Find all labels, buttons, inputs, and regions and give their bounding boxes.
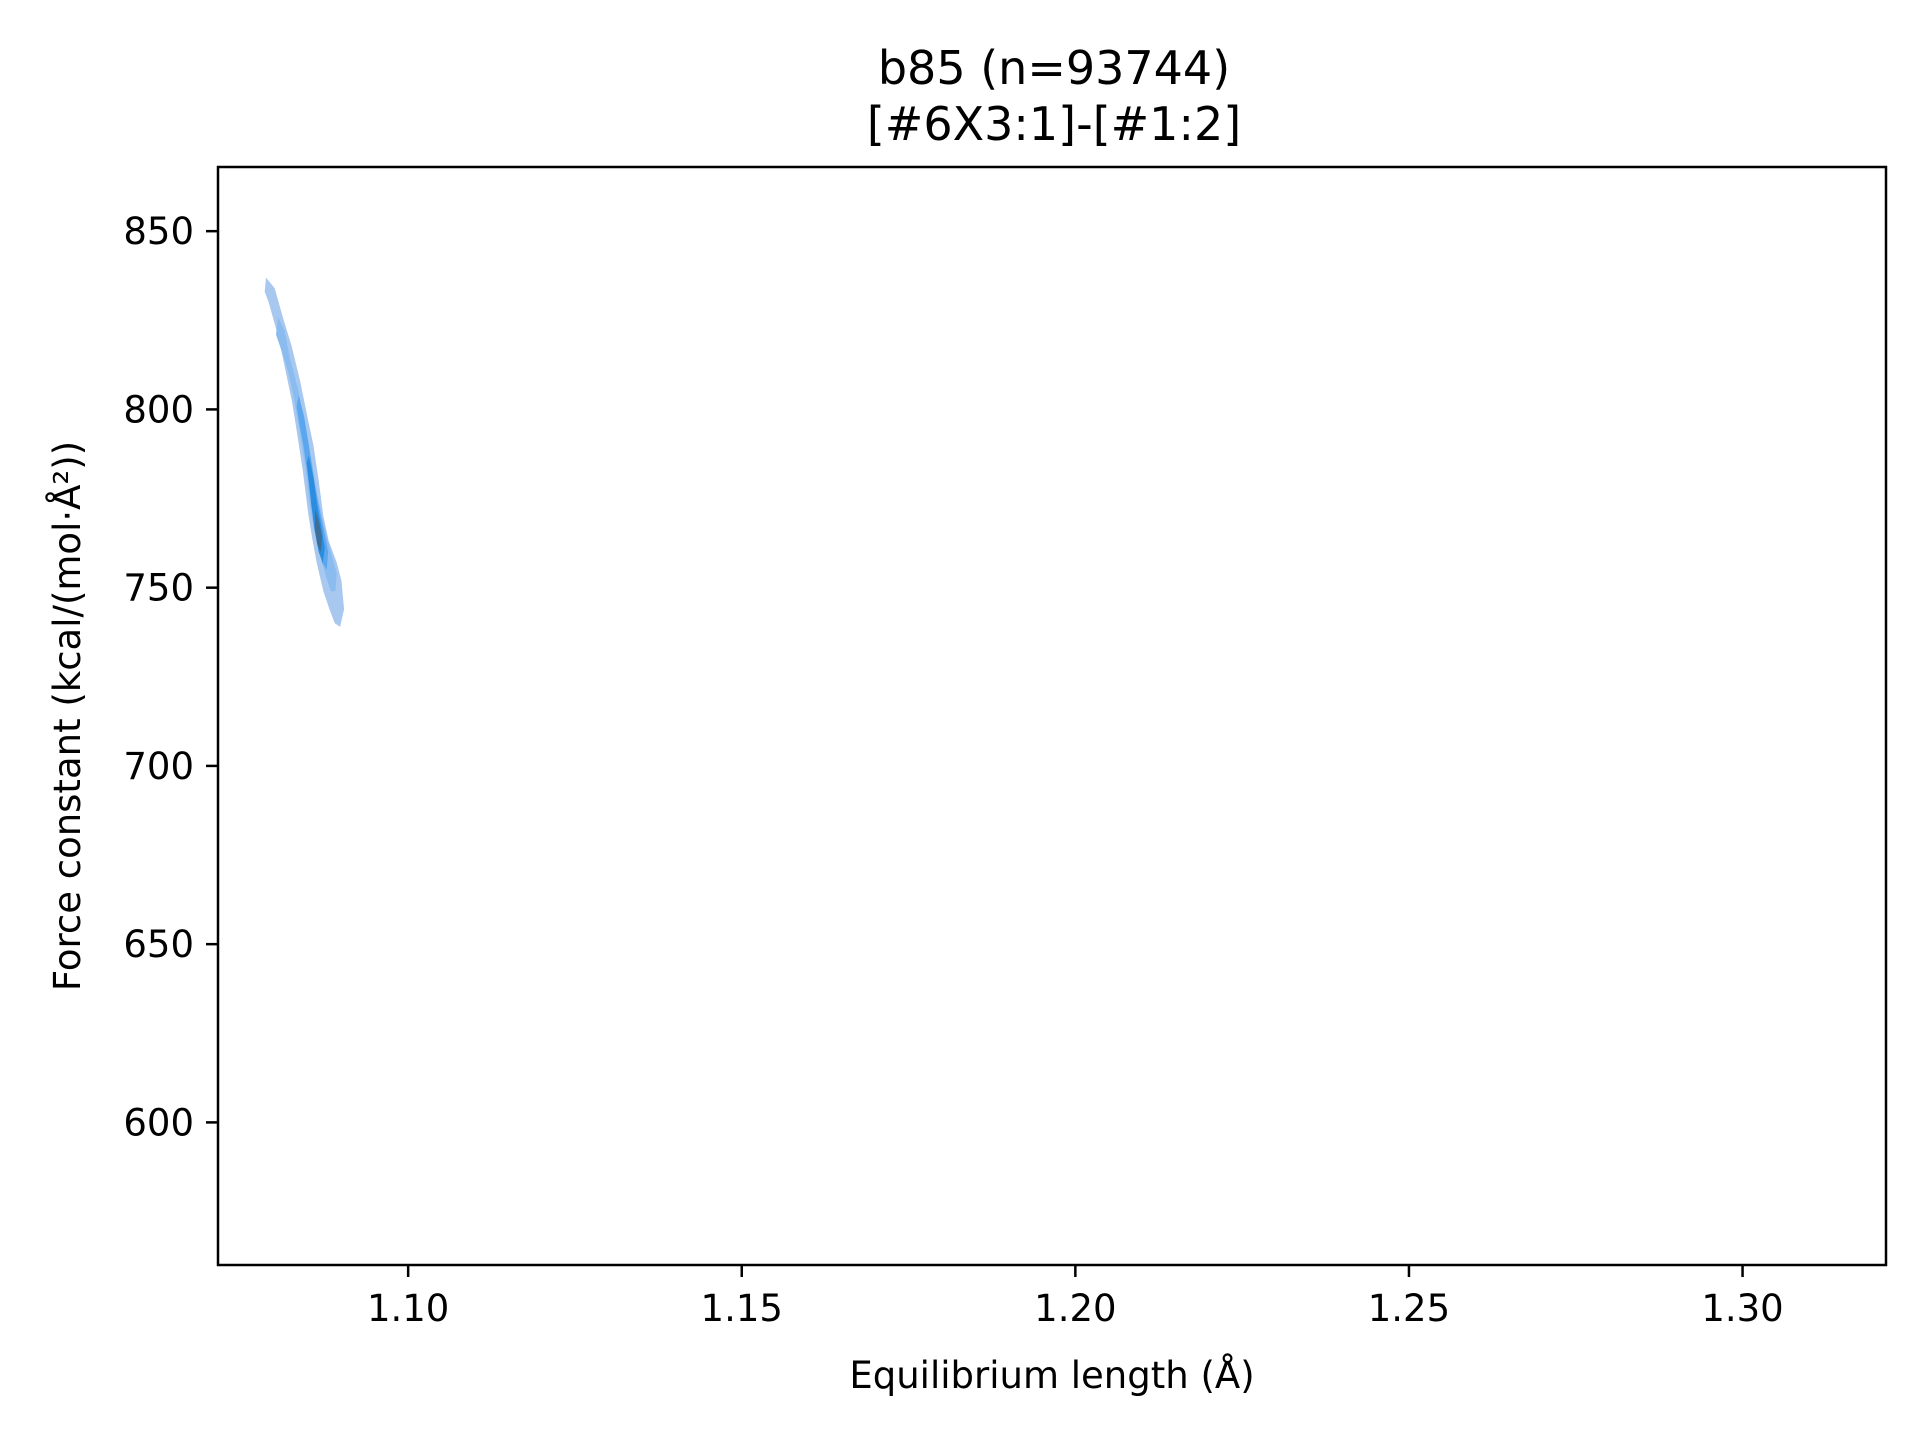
x-tick-label: 1.15	[701, 1287, 783, 1330]
y-tick-label: 800	[123, 388, 194, 431]
plot-area-frame	[216, 165, 1888, 1267]
x-axis-ticks: 1.10 1.15 1.20 1.25 1.30	[367, 1265, 1784, 1330]
x-tick-label: 1.30	[1701, 1287, 1783, 1330]
x-tick-label: 1.20	[1034, 1287, 1116, 1330]
y-tick-label: 850	[123, 210, 194, 253]
y-axis-label: Force constant (kcal/(mol·Å²))	[45, 441, 89, 991]
y-axis-ticks: 600 650 700 750 800 850	[123, 210, 218, 1144]
x-tick-label: 1.10	[367, 1287, 449, 1330]
y-tick-label: 750	[123, 567, 194, 610]
density-contours	[264, 277, 345, 627]
chart-subtitle: [#6X3:1]-[#1:2]	[867, 97, 1241, 151]
chart-title: b85 (n=93744)	[878, 41, 1230, 95]
density-contour-peak	[314, 509, 323, 552]
y-tick-label: 650	[123, 923, 194, 966]
y-tick-label: 600	[123, 1101, 194, 1144]
y-tick-label: 700	[123, 745, 194, 788]
x-tick-label: 1.25	[1368, 1287, 1450, 1330]
x-axis-label: Equilibrium length (Å)	[849, 1353, 1254, 1397]
